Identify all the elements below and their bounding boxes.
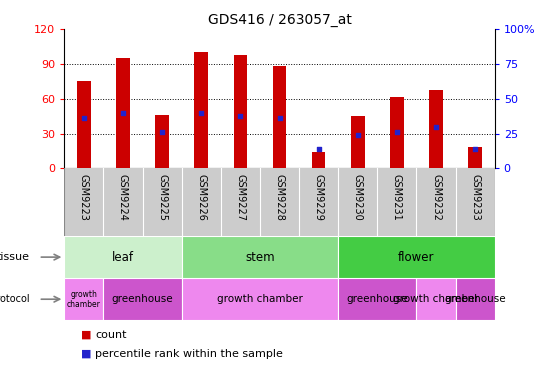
Text: GSM9233: GSM9233	[470, 174, 480, 221]
Text: stem: stem	[245, 251, 274, 264]
Bar	[416, 278, 456, 320]
Point	[314, 146, 323, 152]
Text: growth protocol: growth protocol	[0, 294, 30, 304]
Text: GSM9231: GSM9231	[392, 174, 402, 221]
Point	[353, 132, 362, 138]
Point	[79, 115, 88, 121]
Text: ■: ■	[81, 330, 95, 340]
Bar	[273, 66, 286, 168]
Text: count: count	[95, 330, 126, 340]
Bar	[338, 236, 495, 278]
Text: GSM9229: GSM9229	[314, 174, 324, 221]
Bar	[103, 278, 182, 320]
Text: greenhouse: greenhouse	[112, 294, 173, 304]
Text: growth chamber: growth chamber	[217, 294, 303, 304]
Bar	[468, 147, 482, 168]
Point	[158, 129, 167, 135]
Point	[392, 129, 401, 135]
Text: GSM9225: GSM9225	[157, 174, 167, 221]
Bar	[456, 278, 495, 320]
Point	[471, 146, 480, 152]
Bar	[64, 278, 103, 320]
Title: GDS416 / 263057_at: GDS416 / 263057_at	[207, 13, 352, 27]
Bar	[429, 90, 443, 168]
Text: GSM9232: GSM9232	[431, 174, 441, 221]
Point	[119, 110, 127, 116]
Bar	[234, 55, 247, 168]
Text: GSM9227: GSM9227	[235, 174, 245, 221]
Bar	[312, 152, 325, 168]
Bar	[338, 278, 416, 320]
Bar	[155, 115, 169, 168]
Point	[275, 115, 284, 121]
Bar	[64, 236, 182, 278]
Text: growth chamber: growth chamber	[393, 294, 479, 304]
Point	[432, 124, 440, 130]
Text: GSM9224: GSM9224	[118, 174, 128, 221]
Text: flower: flower	[398, 251, 435, 264]
Text: greenhouse: greenhouse	[347, 294, 408, 304]
Text: growth
chamber: growth chamber	[67, 290, 101, 309]
Text: GSM9230: GSM9230	[353, 174, 363, 221]
Text: percentile rank within the sample: percentile rank within the sample	[95, 349, 283, 359]
Text: leaf: leaf	[112, 251, 134, 264]
Text: ■: ■	[81, 349, 95, 359]
Text: GSM9226: GSM9226	[196, 174, 206, 221]
Bar	[182, 278, 338, 320]
Bar	[77, 82, 91, 168]
Bar	[195, 52, 208, 168]
Bar	[351, 116, 364, 168]
Bar	[182, 236, 338, 278]
Text: greenhouse: greenhouse	[444, 294, 506, 304]
Text: GSM9228: GSM9228	[274, 174, 285, 221]
Point	[197, 110, 206, 116]
Text: GSM9223: GSM9223	[79, 174, 89, 221]
Bar	[116, 58, 130, 168]
Bar	[390, 97, 404, 168]
Point	[236, 113, 245, 119]
Text: tissue: tissue	[0, 252, 30, 262]
